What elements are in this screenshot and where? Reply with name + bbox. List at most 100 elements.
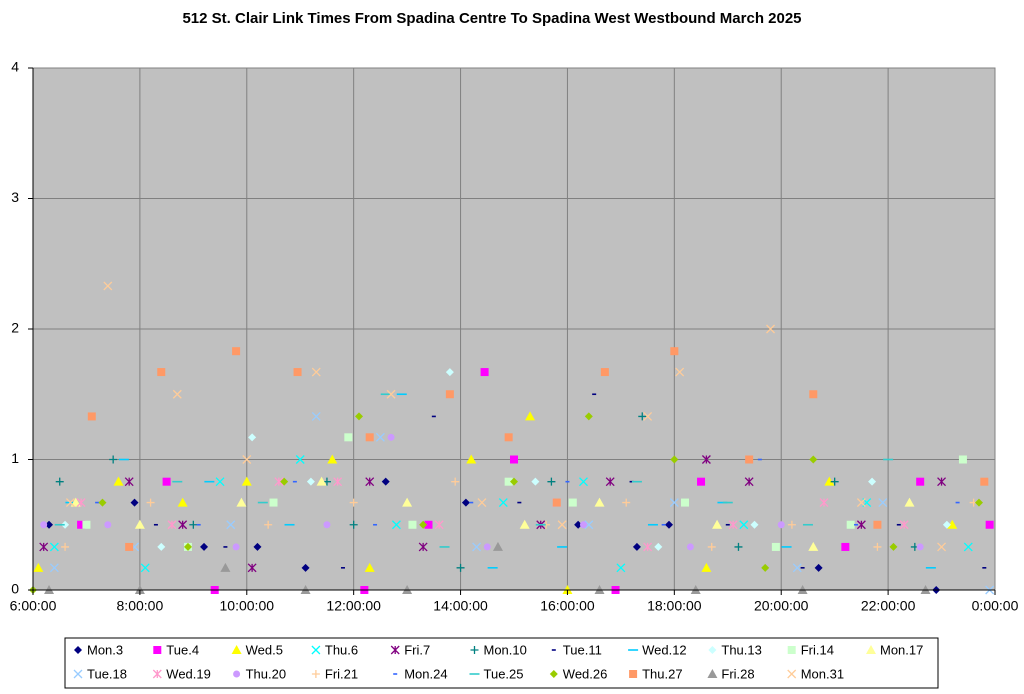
legend-marker — [74, 646, 82, 654]
legend-label: Mon.10 — [484, 642, 527, 657]
point — [963, 542, 973, 552]
x-tick-label: 12:00:00 — [326, 598, 381, 614]
point — [643, 542, 653, 552]
legend-marker — [708, 646, 717, 654]
point — [472, 542, 482, 552]
point — [113, 476, 124, 486]
point — [584, 412, 593, 421]
point — [344, 433, 353, 442]
point — [375, 432, 385, 442]
legend-label: Fri.14 — [801, 642, 834, 657]
point — [424, 520, 433, 529]
legend-label: Fri.28 — [721, 666, 754, 681]
point — [157, 368, 166, 377]
point — [600, 368, 609, 377]
point — [434, 520, 444, 530]
point — [264, 520, 273, 529]
point — [355, 412, 364, 421]
point — [701, 562, 712, 572]
legend-marker — [787, 669, 797, 679]
point — [552, 498, 561, 507]
point — [771, 542, 780, 551]
point — [232, 347, 241, 356]
point — [134, 519, 145, 529]
point — [241, 476, 252, 486]
point — [985, 520, 994, 529]
point — [594, 497, 605, 507]
point — [664, 520, 673, 529]
point — [391, 520, 401, 530]
point — [669, 498, 679, 508]
point — [103, 281, 113, 291]
point — [220, 562, 231, 572]
point — [504, 477, 513, 486]
point — [574, 520, 583, 529]
legend-label: Thu.13 — [721, 642, 761, 657]
point — [316, 476, 327, 486]
point — [622, 498, 631, 507]
point — [104, 521, 112, 529]
y-tick-label: 0 — [11, 581, 19, 597]
x-tick-label: 8:00:00 — [117, 598, 164, 614]
x-tick-label: 10:00:00 — [220, 598, 275, 614]
legend-marker — [629, 670, 638, 678]
point — [125, 542, 134, 551]
point — [761, 563, 770, 572]
point — [408, 520, 417, 529]
point — [974, 498, 983, 507]
point — [878, 498, 888, 508]
point — [841, 542, 850, 551]
y-tick-label: 1 — [11, 450, 19, 466]
point — [787, 520, 796, 529]
point — [200, 542, 209, 551]
point — [49, 542, 59, 552]
point — [232, 543, 240, 551]
point — [675, 367, 685, 377]
y-tick-label: 2 — [11, 320, 19, 336]
legend-marker — [73, 669, 83, 679]
point — [744, 477, 754, 487]
legend-label: Mon.24 — [404, 666, 447, 681]
point — [387, 433, 395, 441]
point — [750, 520, 759, 529]
point — [531, 477, 540, 486]
legend-label: Tue.4 — [166, 642, 199, 657]
legend-label: Tue.18 — [87, 666, 127, 681]
point — [461, 498, 470, 507]
x-tick-label: 22:00:00 — [861, 598, 916, 614]
point — [456, 563, 465, 572]
point — [557, 520, 567, 530]
point — [728, 520, 738, 530]
point — [61, 542, 70, 551]
point — [937, 477, 947, 487]
point — [178, 520, 188, 530]
legend-label: Thu.6 — [325, 642, 358, 657]
point — [830, 477, 839, 486]
point — [364, 562, 375, 572]
point — [381, 477, 390, 486]
legend-label: Mon.3 — [87, 642, 123, 657]
y-tick-label: 3 — [11, 189, 19, 205]
point — [215, 477, 225, 487]
legend-marker — [390, 645, 400, 655]
point — [386, 389, 396, 399]
x-tick-label: 20:00:00 — [754, 598, 809, 614]
legend-marker — [866, 645, 876, 654]
point — [146, 498, 155, 507]
point — [937, 542, 947, 552]
legend-label: Thu.27 — [642, 666, 682, 681]
point — [419, 520, 428, 529]
point — [519, 519, 530, 529]
point — [504, 433, 513, 442]
point — [734, 542, 743, 551]
point — [739, 520, 749, 530]
point — [418, 542, 428, 552]
point — [445, 390, 454, 399]
point — [61, 520, 70, 529]
legend-marker — [152, 669, 162, 679]
legend-marker — [153, 646, 162, 654]
point — [899, 520, 909, 530]
point — [248, 433, 257, 442]
point — [686, 543, 694, 551]
point — [65, 498, 75, 508]
